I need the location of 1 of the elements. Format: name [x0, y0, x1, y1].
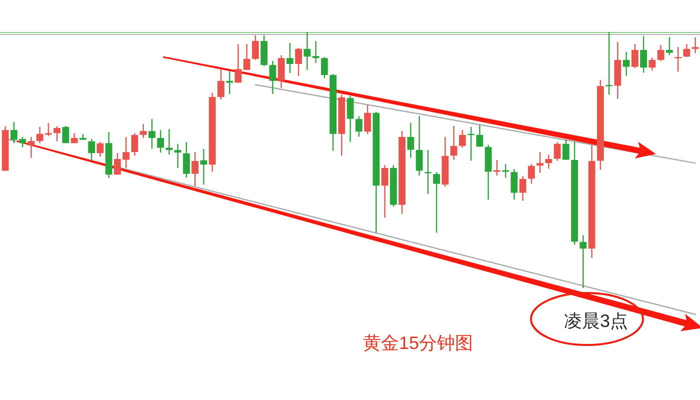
title: 黄金15分钟图 — [362, 333, 474, 353]
